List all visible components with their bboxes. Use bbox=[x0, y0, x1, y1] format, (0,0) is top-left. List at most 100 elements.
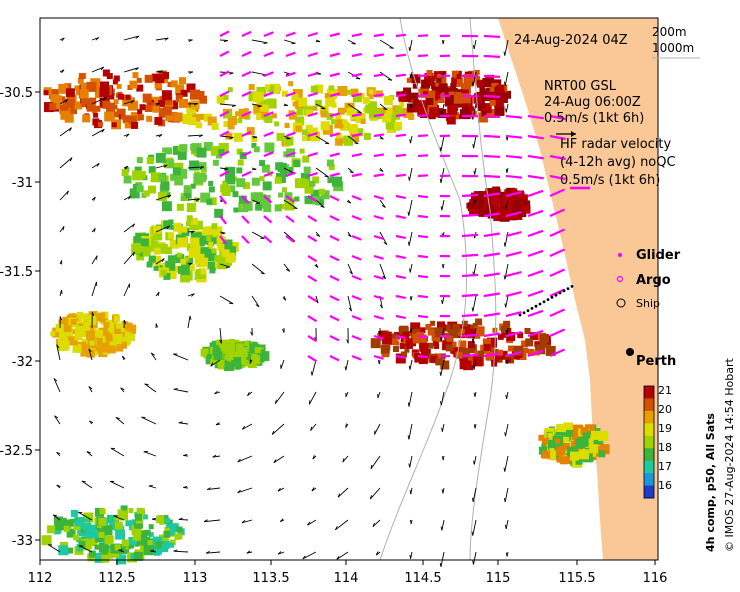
radar-vector bbox=[329, 195, 340, 202]
sst-cell bbox=[538, 434, 545, 441]
radar-vector bbox=[505, 291, 522, 298]
model-vector-head bbox=[473, 199, 476, 204]
model-vector bbox=[271, 423, 285, 435]
glider-point bbox=[550, 296, 554, 299]
sst-cell bbox=[80, 538, 91, 549]
sst-cell bbox=[225, 111, 233, 119]
model-vector bbox=[369, 487, 381, 500]
sst-cell bbox=[192, 113, 201, 122]
model-time: 24-Aug 06:00Z bbox=[544, 95, 641, 110]
radar-vector bbox=[483, 352, 500, 358]
sst-cell bbox=[401, 351, 407, 358]
radar-vector bbox=[307, 295, 318, 303]
radar-vector bbox=[351, 92, 363, 98]
model-vector-head bbox=[173, 387, 178, 390]
model-vector bbox=[441, 423, 445, 432]
sst-cell bbox=[169, 539, 176, 546]
sst-cell bbox=[116, 108, 126, 118]
sst-cell bbox=[147, 540, 153, 545]
sst-cell bbox=[584, 445, 590, 451]
sst-cell bbox=[160, 181, 170, 191]
model-vector-head bbox=[54, 415, 59, 419]
sst-cell bbox=[83, 523, 92, 531]
sst-cell bbox=[599, 444, 610, 455]
model-vector-head bbox=[379, 137, 384, 140]
model-vector-head bbox=[440, 526, 443, 531]
sst-cell bbox=[146, 115, 153, 122]
sst-cell bbox=[406, 341, 413, 349]
sst-cell bbox=[476, 197, 484, 206]
radar-vector bbox=[263, 91, 274, 98]
sst-cell bbox=[363, 132, 371, 140]
radar-vector bbox=[395, 73, 407, 78]
sst-cell bbox=[69, 518, 78, 527]
sst-cell bbox=[118, 510, 128, 521]
sst-cell bbox=[412, 333, 423, 344]
sst-cell bbox=[165, 159, 175, 169]
model-vector bbox=[187, 166, 204, 169]
model-vector bbox=[307, 519, 317, 526]
model-vector-head bbox=[56, 484, 61, 487]
sst-cell bbox=[161, 544, 167, 550]
model-vector bbox=[155, 37, 169, 41]
model-vector bbox=[109, 480, 125, 489]
radar-vector bbox=[285, 111, 296, 118]
radar-vector bbox=[219, 215, 228, 225]
sst-cell bbox=[508, 188, 518, 198]
sst-cell bbox=[89, 524, 96, 531]
sst-cell bbox=[190, 232, 199, 241]
radar-vector bbox=[263, 215, 273, 224]
sst-cell bbox=[345, 89, 351, 95]
model-vector-head bbox=[409, 73, 412, 78]
sst-cell bbox=[328, 164, 335, 171]
sst-cell bbox=[475, 205, 481, 211]
sst-cell bbox=[183, 185, 192, 194]
model-vector-head bbox=[157, 291, 160, 297]
sst-cell bbox=[451, 70, 459, 78]
sst-cell bbox=[129, 80, 138, 89]
sst-cell bbox=[250, 344, 258, 352]
radar-vector bbox=[505, 134, 523, 139]
model-vector-head bbox=[151, 517, 157, 520]
sst-cell bbox=[153, 225, 162, 234]
sst-cell bbox=[460, 324, 471, 335]
sst-cell bbox=[212, 262, 219, 269]
sst-cell bbox=[320, 121, 330, 131]
sst-cell bbox=[456, 329, 463, 336]
sst-cell bbox=[286, 148, 296, 158]
sst-cell bbox=[551, 445, 556, 451]
model-vector-head bbox=[159, 70, 164, 74]
radar-vector bbox=[351, 314, 362, 321]
radar-vector bbox=[329, 32, 340, 38]
sst-cell bbox=[508, 345, 514, 352]
sst-cell bbox=[217, 243, 225, 251]
model-vector-head bbox=[164, 37, 169, 41]
model-vector bbox=[219, 103, 236, 106]
sst-cell bbox=[404, 347, 410, 353]
model-vector-head bbox=[189, 71, 194, 74]
sst-cell bbox=[86, 349, 95, 358]
radar-vector bbox=[285, 151, 296, 158]
sst-cell bbox=[327, 88, 338, 99]
sst-cell bbox=[199, 235, 209, 245]
model-vector-head bbox=[408, 176, 410, 181]
model-vector bbox=[173, 550, 189, 553]
model-vector bbox=[91, 128, 105, 137]
model-vector-head bbox=[473, 424, 476, 429]
sst-cell bbox=[73, 534, 80, 541]
model-vector-head bbox=[439, 371, 442, 376]
model-vector bbox=[347, 295, 352, 312]
sst-cell bbox=[223, 94, 229, 100]
sst-cell bbox=[156, 515, 165, 524]
model-scale-arrowhead bbox=[571, 131, 576, 137]
sst-cell bbox=[199, 95, 208, 104]
sst-cell bbox=[65, 88, 75, 98]
sst-cell bbox=[591, 430, 600, 440]
model-vector bbox=[504, 455, 509, 472]
model-vector bbox=[54, 415, 61, 425]
sst-cell bbox=[81, 322, 91, 331]
radar-vector bbox=[549, 134, 566, 141]
sst-cell bbox=[238, 195, 247, 204]
model-vector bbox=[148, 485, 157, 489]
model-vector-head bbox=[210, 362, 214, 367]
